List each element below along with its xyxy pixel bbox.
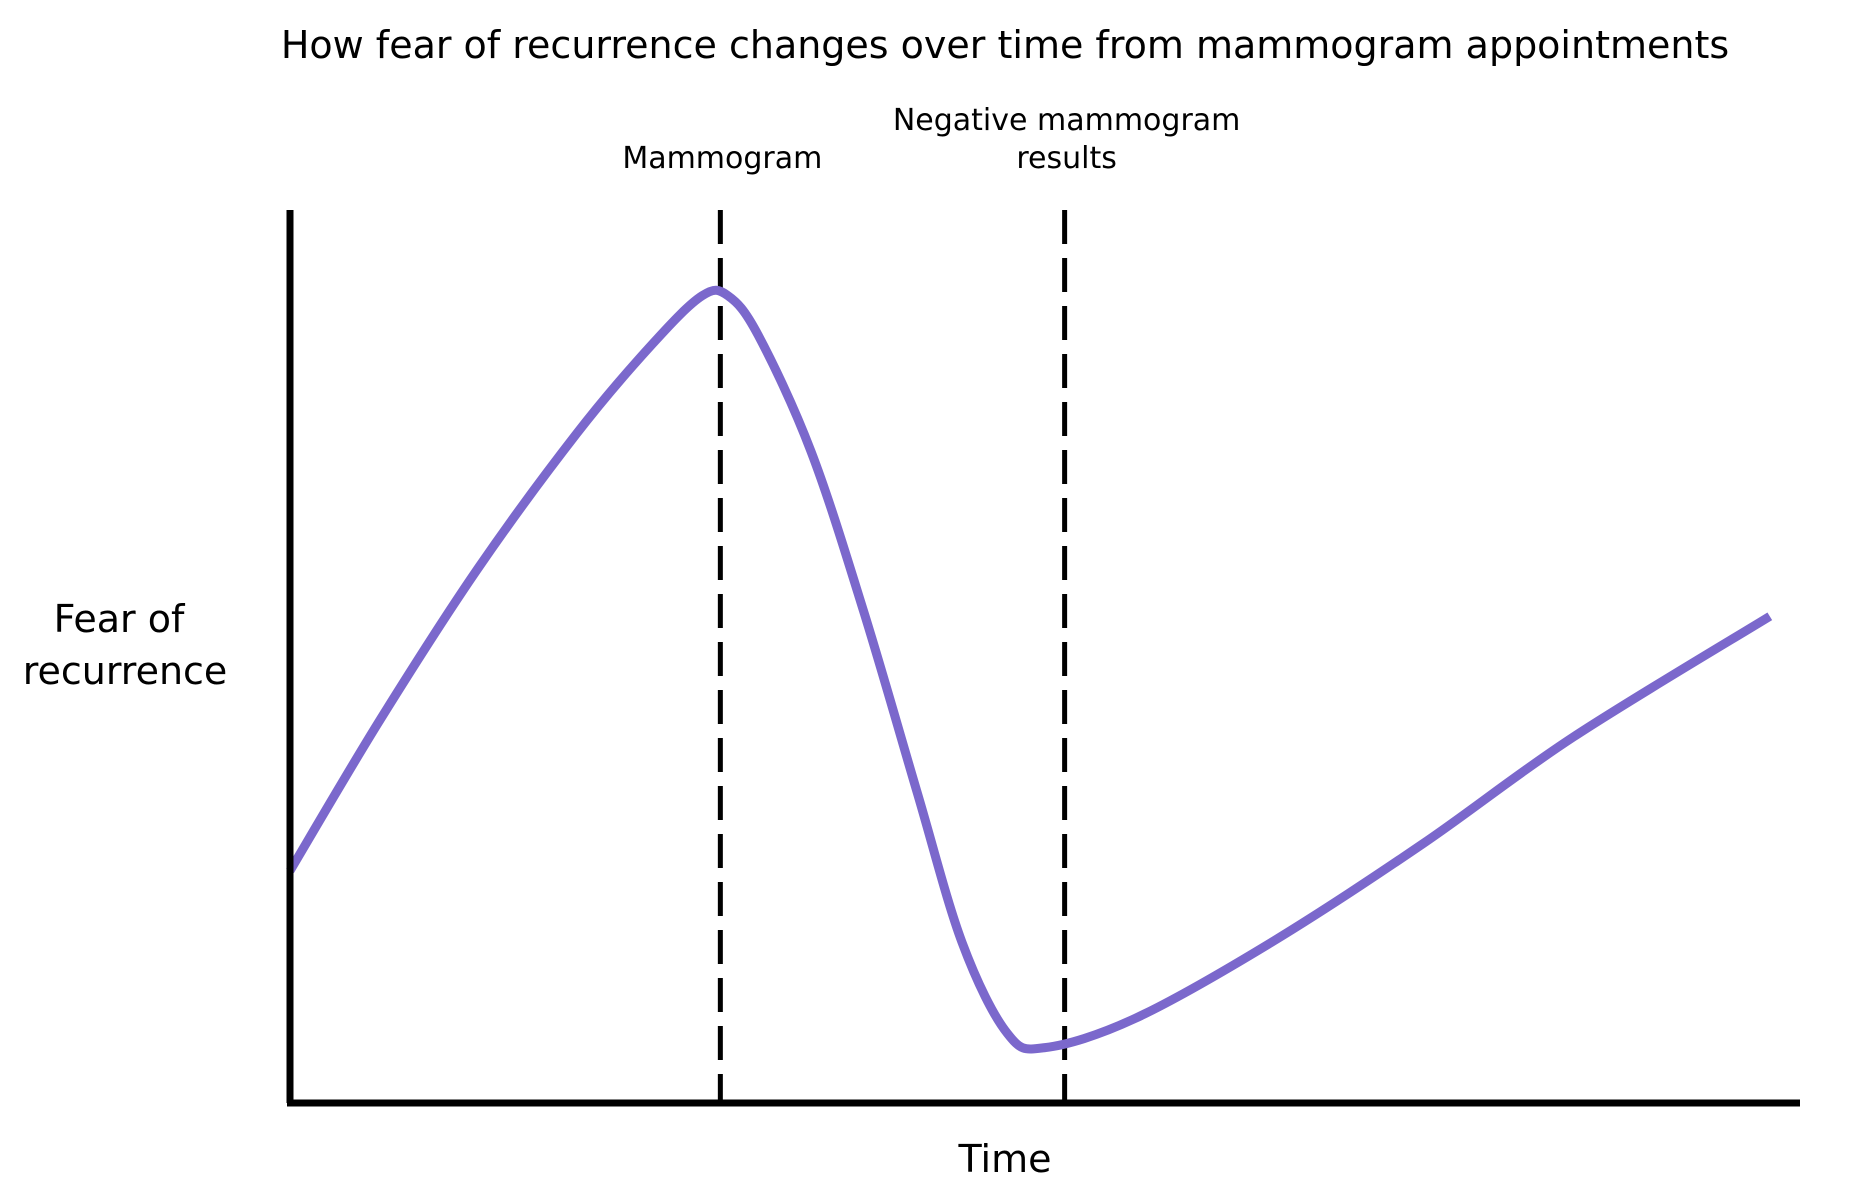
chart-title: How fear of recurrence changes over time… [281,23,1729,67]
event-marker-label-1: Mammogram [622,141,822,176]
series-line-1 [286,285,1773,1054]
event-markers: Mammogram Negative mammogram results [622,103,1240,1103]
event-marker-label-2: Negative mammogram results [893,103,1241,176]
event-marker-label-1-line-1: Mammogram [622,141,822,176]
series-layer [286,285,1773,1054]
y-axis-label-line-1: Fear of [54,597,186,641]
x-axis-label: Time [958,1137,1052,1181]
y-axis-label: Fear of recurrence [23,597,228,693]
y-axis-label-line-2: recurrence [23,649,228,693]
event-marker-label-2-line-2: results [1016,141,1117,176]
event-marker-label-2-line-1: Negative mammogram [893,103,1241,138]
